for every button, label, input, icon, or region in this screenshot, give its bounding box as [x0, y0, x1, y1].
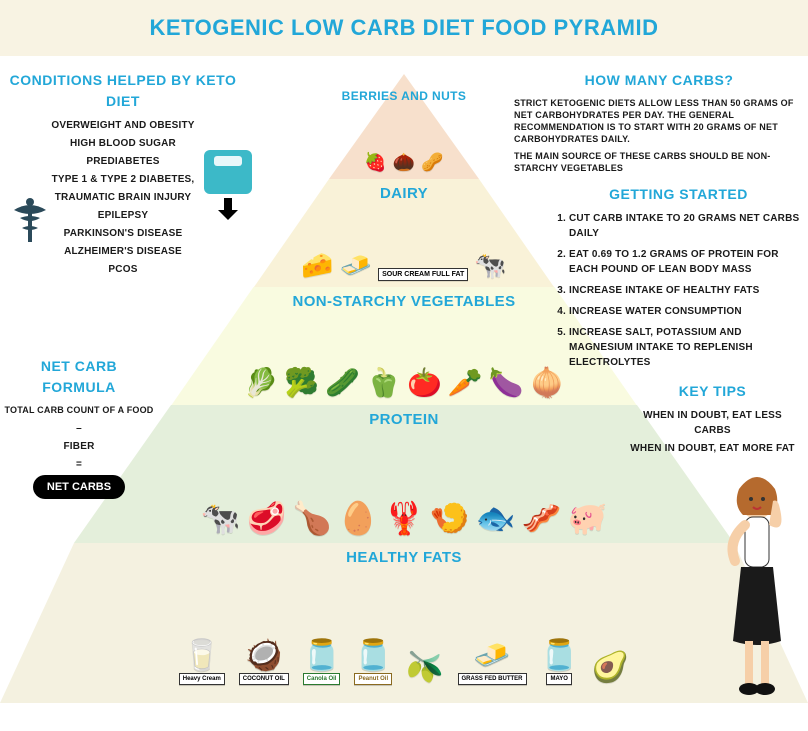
layer-label: BERRIES AND NUTS [329, 90, 479, 103]
caduceus-icon [10, 196, 50, 248]
start-panel: GETTING STARTED CUT CARB INTAKE TO 20 GR… [551, 184, 806, 376]
start-item: INCREASE INTAKE OF HEALTHY FATS [569, 283, 806, 298]
start-list: CUT CARB INTAKE TO 20 GRAMS NET CARBS DA… [551, 211, 806, 370]
carbs-panel: HOW MANY CARBS? STRICT KETOGENIC DIETS A… [514, 70, 804, 177]
tips-title: KEY TIPS [625, 381, 800, 402]
cond-item: OVERWEIGHT AND OBESITY [8, 118, 238, 133]
formula-equals: = [4, 457, 154, 472]
layer-label: HEALTHY FATS [0, 549, 808, 566]
layer-label: DAIRY [254, 185, 554, 202]
layer-foods: 🥛Heavy Cream 🥥COCONUT OIL 🫙Canola Oil 🫙P… [0, 638, 808, 685]
pyramid-layer-berries: BERRIES AND NUTS 🍓🌰🥜 [329, 74, 479, 179]
carbs-title: HOW MANY CARBS? [514, 70, 804, 91]
sour-cream-label: SOUR CREAM FULL FAT [378, 268, 468, 281]
carbs-body: STRICT KETOGENIC DIETS ALLOW LESS THAN 5… [514, 97, 804, 146]
scale-icon [200, 148, 256, 220]
conditions-title: CONDITIONS HELPED BY KETO DIET [8, 70, 238, 112]
cond-item: PCOS [8, 262, 238, 277]
start-item: INCREASE WATER CONSUMPTION [569, 304, 806, 319]
formula-minus: – [4, 421, 154, 436]
title-banner: KETOGENIC LOW CARB DIET FOOD PYRAMID [0, 0, 808, 56]
formula-line: TOTAL CARB COUNT OF A FOOD [4, 404, 154, 418]
start-item: INCREASE SALT, POTASSIUM AND MAGNESIUM I… [569, 325, 806, 370]
formula-panel: NET CARB FORMULA TOTAL CARB COUNT OF A F… [4, 356, 154, 499]
pyramid-layer-fats: HEALTHY FATS 🥛Heavy Cream 🥥COCONUT OIL 🫙… [0, 543, 808, 703]
tip-item: WHEN IN DOUBT, EAT MORE FAT [625, 441, 800, 456]
start-title: GETTING STARTED [551, 184, 806, 205]
formula-line: FIBER [4, 439, 154, 454]
infographic-stage: BERRIES AND NUTS 🍓🌰🥜 DAIRY 🧀🧈 SOUR CREAM… [0, 56, 808, 731]
carbs-body: THE MAIN SOURCE OF THESE CARBS SHOULD BE… [514, 150, 804, 174]
layer-foods: 🍓🌰🥜 [329, 152, 479, 173]
tips-panel: KEY TIPS WHEN IN DOUBT, EAT LESS CARBS W… [625, 381, 800, 459]
page-title: KETOGENIC LOW CARB DIET FOOD PYRAMID [150, 15, 659, 41]
start-item: EAT 0.69 TO 1.2 GRAMS OF PROTEIN FOR EAC… [569, 247, 806, 277]
start-item: CUT CARB INTAKE TO 20 GRAMS NET CARBS DA… [569, 211, 806, 241]
net-carbs-pill: NET CARBS [33, 475, 125, 500]
formula-title: NET CARB FORMULA [4, 356, 154, 398]
tip-item: WHEN IN DOUBT, EAT LESS CARBS [625, 408, 800, 438]
layer-foods: 🐄🥩🍗🥚🦞🍤🐟🥓🐖 [74, 499, 734, 537]
pyramid-layer-dairy: DAIRY 🧀🧈 SOUR CREAM FULL FAT 🐄 [254, 179, 554, 287]
woman-illustration [709, 471, 804, 701]
layer-foods: 🧀🧈 SOUR CREAM FULL FAT 🐄 [254, 250, 554, 281]
